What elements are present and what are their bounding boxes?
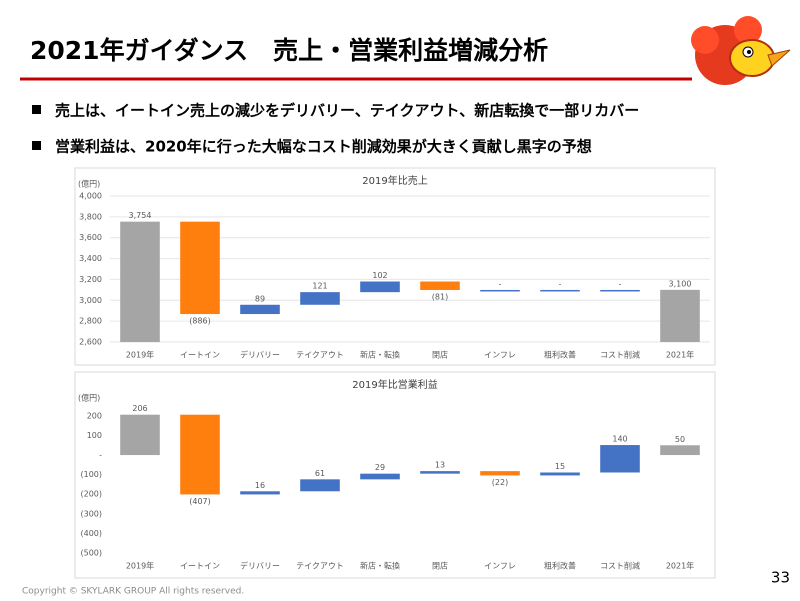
bar	[660, 445, 700, 456]
mascot	[691, 16, 791, 85]
x-tick-label: デリバリー	[240, 350, 280, 360]
y-tick-label: 3,400	[79, 254, 102, 263]
value-label: 89	[255, 294, 265, 303]
bullet-text: 売上は、イートイン売上の減少をデリバリー、テイクアウト、新店転換で一部リカバー	[55, 102, 639, 120]
y-axis-label: (億円)	[78, 179, 100, 189]
value-label: -	[559, 279, 562, 288]
x-tick-label: テイクアウト	[296, 351, 344, 360]
bar	[360, 473, 400, 480]
value-label: 61	[315, 469, 325, 478]
bar	[600, 445, 640, 473]
copyright: Copyright © SKYLARK GROUP All rights res…	[22, 587, 244, 597]
value-label: 206	[132, 404, 147, 413]
x-tick-label: 粗利改善	[544, 350, 576, 360]
value-label: -	[619, 279, 622, 288]
bar	[360, 281, 400, 293]
value-label: (407)	[189, 497, 211, 506]
bar	[660, 289, 700, 342]
bullet-marker	[32, 141, 41, 150]
x-tick-label: インフレ	[484, 351, 516, 360]
x-tick-label: 2019年	[126, 561, 154, 571]
bar	[120, 414, 160, 456]
bar	[480, 289, 520, 292]
chart-frame	[74, 167, 716, 366]
x-tick-label: 2021年	[666, 561, 694, 571]
x-tick-label: 閉店	[432, 561, 448, 571]
x-tick-label: イートイン	[180, 562, 220, 571]
value-label: (886)	[189, 317, 211, 326]
bar	[300, 479, 340, 492]
value-label: 3,100	[669, 279, 692, 288]
value-label: 140	[612, 435, 627, 444]
bar	[180, 221, 220, 315]
slide-title: 2021年ガイダンス 売上・営業利益増減分析	[30, 36, 548, 65]
x-tick-label: デリバリー	[240, 561, 280, 571]
x-tick-label: 2019年	[126, 350, 154, 360]
y-tick-label: 3,600	[79, 233, 102, 242]
x-tick-label: コスト削減	[600, 561, 640, 571]
y-tick-label: 4,000	[79, 192, 102, 201]
y-tick-label: -	[99, 451, 102, 460]
bar	[300, 292, 340, 305]
value-label: -	[499, 279, 502, 288]
y-tick-label: 3,200	[79, 275, 102, 284]
value-label: 102	[372, 271, 387, 280]
bar	[420, 281, 460, 290]
value-label: 15	[555, 462, 565, 471]
x-tick-label: インフレ	[484, 562, 516, 571]
bar	[120, 221, 160, 342]
x-tick-label: 新店・転換	[360, 561, 400, 571]
y-tick-label: (100)	[80, 470, 102, 479]
y-tick-label: (500)	[80, 549, 102, 558]
value-label: 13	[435, 461, 445, 470]
x-tick-label: コスト削減	[600, 350, 640, 360]
bullet-text: 営業利益は、2020年に行った大幅なコスト削減効果が大きく貢献し黒字の予想	[55, 138, 592, 156]
value-label: 50	[675, 435, 685, 444]
x-tick-label: 2021年	[666, 350, 694, 360]
x-tick-label: 新店・転換	[360, 350, 400, 360]
y-tick-label: (200)	[80, 490, 102, 499]
y-tick-label: 3,800	[79, 212, 102, 221]
value-label: 121	[312, 282, 327, 291]
y-tick-label: 2,600	[79, 338, 102, 347]
bar	[240, 304, 280, 315]
value-label: 29	[375, 463, 385, 472]
bar	[420, 471, 460, 474]
y-axis-label: (億円)	[78, 393, 100, 403]
y-tick-label: 2,800	[79, 317, 102, 326]
bar	[180, 414, 220, 495]
bar	[480, 471, 520, 476]
bar	[540, 472, 580, 476]
x-tick-label: 粗利改善	[544, 561, 576, 571]
page-number: 33	[771, 569, 790, 587]
bar	[240, 491, 280, 495]
value-label: 3,754	[129, 211, 152, 220]
value-label: (81)	[432, 292, 448, 301]
y-tick-label: (300)	[80, 509, 102, 518]
chart-title: 2019年比売上	[362, 174, 427, 187]
chart-title: 2019年比営業利益	[352, 378, 437, 391]
bullet-marker	[32, 105, 41, 114]
bar	[540, 289, 580, 292]
x-tick-label: 閉店	[432, 350, 448, 360]
y-tick-label: 3,000	[79, 296, 102, 305]
y-tick-label: 200	[87, 411, 102, 420]
y-tick-label: (400)	[80, 529, 102, 538]
y-tick-label: 100	[87, 431, 102, 440]
x-tick-label: テイクアウト	[296, 562, 344, 571]
x-tick-label: イートイン	[180, 351, 220, 360]
value-label: (22)	[492, 478, 508, 487]
value-label: 16	[255, 481, 265, 490]
bar	[600, 289, 640, 292]
